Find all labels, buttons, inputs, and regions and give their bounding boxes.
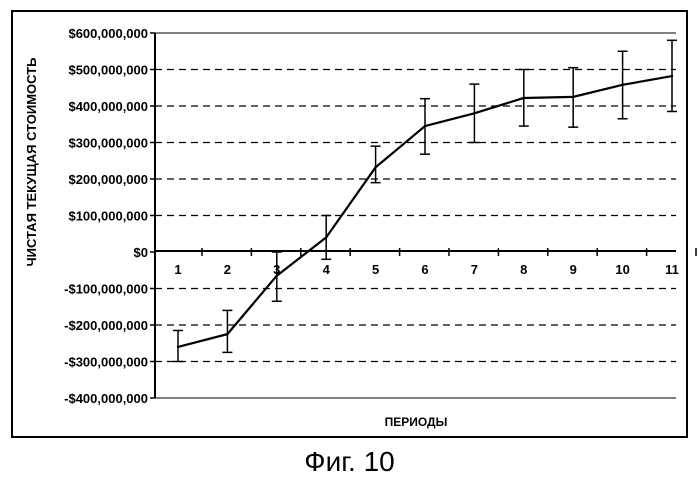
y-axis-title: ЧИСТАЯ ТЕКУЩАЯ СТОИМОСТЬ <box>24 58 39 267</box>
x-tick-label: 11 <box>665 262 679 277</box>
data-point <box>424 125 426 127</box>
data-point <box>473 112 475 114</box>
y-tick-label: $500,000,000 <box>68 63 148 78</box>
error-bar <box>420 99 430 154</box>
x-tick-label: 7 <box>471 262 478 277</box>
y-tick-label: $400,000,000 <box>68 99 148 114</box>
x-tick-label: 8 <box>520 262 527 277</box>
y-tick-labels: $600,000,000 $500,000,000 $400,000,000 $300… <box>64 26 155 406</box>
y-tick-label: $200,000,000 <box>68 172 148 187</box>
y-tick-label: $600,000,000 <box>68 26 148 41</box>
y-tick-label: $300,000,000 <box>68 136 148 151</box>
x-tick-label: 5 <box>372 262 379 277</box>
grid-lines <box>155 70 676 362</box>
x-tick-label: 6 <box>421 262 428 277</box>
x-tick-label: 2 <box>224 262 231 277</box>
data-point <box>572 96 574 98</box>
x-tick-label: 1 <box>174 262 181 277</box>
series <box>173 40 677 361</box>
x-axis-title: ПЕРИОДЫ <box>385 415 448 429</box>
figure-caption: Фиг. 10 <box>0 446 699 478</box>
data-point <box>523 97 525 99</box>
y-tick-label: -$300,000,000 <box>64 355 148 370</box>
data-point <box>621 84 623 86</box>
x-tick-label: 9 <box>570 262 577 277</box>
data-point <box>226 333 228 335</box>
data-point <box>671 75 673 77</box>
y-tick-label: $100,000,000 <box>68 209 148 224</box>
x-tick-labels: 1234567891011 <box>174 248 696 277</box>
x-tick-label: 10 <box>615 262 629 277</box>
y-tick-label: -$200,000,000 <box>64 318 148 333</box>
data-point <box>276 275 278 277</box>
data-point <box>177 346 179 348</box>
data-point <box>325 236 327 238</box>
data-point <box>374 166 376 168</box>
x-tick-label: 4 <box>323 262 331 277</box>
error-bar <box>321 216 331 260</box>
y-tick-label: -$100,000,000 <box>64 282 148 297</box>
y-tick-label: -$400,000,000 <box>64 391 148 406</box>
y-tick-label: $0 <box>134 245 148 260</box>
